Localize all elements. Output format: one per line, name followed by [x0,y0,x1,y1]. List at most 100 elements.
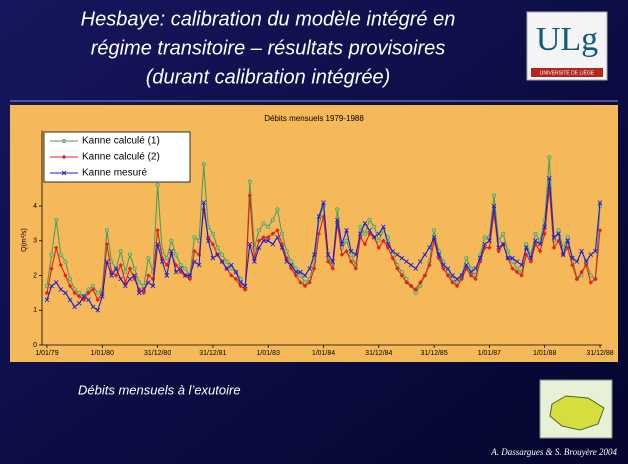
x-tick-label: 31/12/84 [365,350,392,357]
point [109,273,114,278]
point [385,241,391,247]
point [302,283,308,289]
y-tick-label: 0 [33,342,37,349]
point [413,287,418,292]
point [210,231,215,236]
point [404,280,409,285]
point [367,228,372,233]
point [293,269,299,275]
point [49,283,54,289]
point [496,245,501,251]
x-tick-label: 31/12/81 [199,350,226,357]
point [537,248,543,254]
point [514,259,520,264]
point [275,228,280,233]
point [597,228,603,233]
point [547,155,552,160]
y-tick-label: 3 [33,238,37,245]
point [394,252,400,257]
point [510,255,515,261]
point [187,276,193,282]
y-tick-label: 2 [33,272,37,279]
point [413,266,418,271]
point [90,304,96,310]
point [588,280,593,285]
point [155,228,160,233]
point [54,245,59,250]
point [408,283,414,289]
point [201,200,207,205]
point [501,231,506,236]
point [247,193,252,198]
point [104,242,110,247]
point [344,228,349,233]
point [155,183,160,188]
point [349,252,354,257]
point [371,234,377,240]
point [344,238,349,243]
point [187,273,193,278]
point [565,235,570,240]
point [574,259,580,264]
point [192,248,197,254]
point [220,252,225,257]
point [330,266,335,271]
x-tick-label: 1/01/87 [478,350,501,357]
point [146,273,151,278]
point [523,245,529,251]
point [95,290,100,295]
point [399,273,405,278]
chart: Débits mensuels 1979-1988 Q(m³/s) 0 1 2 3 4 1/0… [21,114,614,357]
point [417,259,423,264]
point [275,207,280,212]
point [358,231,363,237]
point [81,297,87,303]
x-tick-label: 1/01/84 [312,350,335,357]
point [252,259,257,264]
point [77,294,82,299]
point [238,283,243,289]
point [61,154,67,160]
point [61,170,67,176]
point [205,238,211,244]
point [219,259,225,264]
point [372,224,377,229]
point [302,273,308,278]
point [173,269,179,275]
point [247,241,253,247]
point [113,273,119,278]
point [173,252,179,257]
point [427,262,432,268]
x-tick-label: 1/01/88 [533,350,556,357]
series [44,175,603,313]
point [192,235,197,240]
point [72,304,77,310]
point [270,217,275,222]
point [477,255,483,261]
point [95,297,100,303]
x-tick-label: 1/01/83 [257,350,280,357]
point [288,262,294,268]
point [312,266,317,271]
point [118,262,123,268]
point [473,276,478,282]
point [570,262,575,268]
point [311,252,317,257]
point [233,269,239,275]
point [390,248,395,254]
x-tick-label: 1/01/79 [35,350,58,357]
point [132,266,137,271]
point [570,255,575,261]
point [524,252,529,257]
point [303,280,308,285]
logo-subtitle: UNIVERSITÉ DE LIÈGE [540,69,595,76]
point [464,262,469,268]
point [473,266,478,271]
point [261,238,266,244]
point [183,266,188,271]
point [551,234,557,240]
point [335,207,340,212]
point [63,273,68,278]
point [362,231,368,236]
point [367,217,372,222]
